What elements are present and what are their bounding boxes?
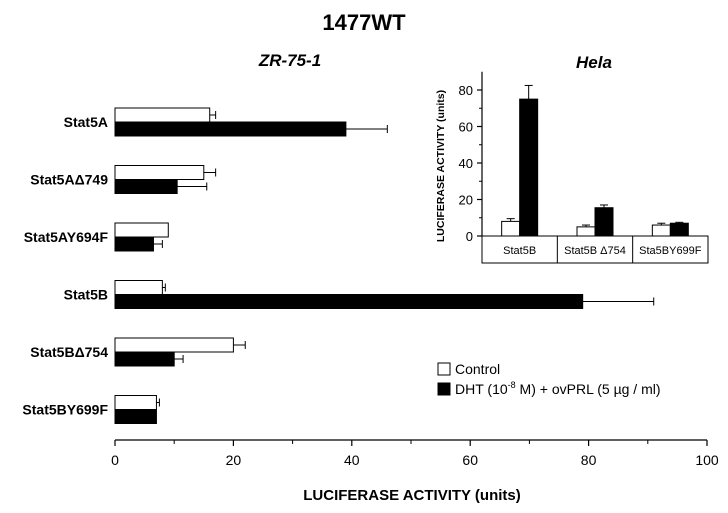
error-bar-control	[209, 111, 217, 119]
inset-chart: Hela LUCIFERASE ACTIVITY (units) 0 20 40 60…	[435, 53, 709, 264]
main-category-label: Stat5B	[64, 287, 108, 303]
error-bar-treated	[174, 355, 184, 363]
inset-bar-control	[651, 224, 671, 237]
inset-category-label: Sta5BY699F	[639, 245, 702, 257]
main-category-label: Stat5BΔ754	[30, 344, 108, 360]
error-bar-treated	[153, 240, 163, 248]
error-bar-control	[156, 398, 160, 407]
bar-treated	[114, 351, 175, 367]
inset-category-label: Stat5B Δ754	[564, 245, 626, 257]
main-x-tick-label: 20	[226, 452, 242, 468]
main-x-tick-label: 0	[111, 452, 119, 468]
main-category-labels: Stat5A Stat5AΔ749 Stat5AY694F Stat5B Stat5BΔ…	[22, 114, 108, 418]
error-bar-treated	[177, 182, 208, 191]
main-x-axis-label: LUCIFERASE ACTIVITY (units)	[303, 487, 521, 504]
inset-error-bar-treated	[600, 204, 608, 208]
main-x-tick-label: 100	[695, 452, 719, 468]
bar-control	[114, 165, 205, 180]
inset-bars	[501, 84, 689, 237]
inset-y-axis: 0 20 40 60 80 Stat5B Stat5B Δ754 Sta5BY699F	[459, 71, 709, 264]
main-category-label: Stat5AΔ749	[30, 172, 108, 188]
legend: Control DHT (10-8 M) + ovPRL (5 µg / ml)	[437, 361, 661, 397]
inset-bar-control	[501, 220, 521, 237]
bar-treated	[114, 409, 157, 424]
inset-category-label: Stat5B	[503, 245, 536, 257]
legend-treated-suffix: M) + ovPRL (5 µg / ml)	[516, 381, 661, 397]
inset-error-bar-treated	[524, 84, 533, 100]
main-chart-title: ZR-75-1	[258, 51, 321, 70]
main-category-label: Stat5AY694F	[24, 229, 109, 245]
error-bar-control	[162, 283, 166, 292]
bar-control	[114, 222, 169, 238]
inset-y-axis-label: LUCIFERASE ACTIVITY (units)	[435, 90, 447, 242]
inset-error-bar-control	[657, 222, 666, 226]
inset-bar-treated	[594, 207, 614, 237]
inset-error-bar-treated	[675, 221, 684, 224]
bar-treated	[114, 179, 178, 194]
main-x-tick-label: 60	[462, 452, 478, 468]
main-x-tick-label: 80	[581, 452, 597, 468]
bar-treated	[114, 236, 154, 252]
main-x-tick-label: 40	[344, 452, 360, 468]
inset-y-tick-label: 60	[459, 120, 473, 135]
bar-treated	[114, 121, 347, 137]
figure-title: 1477WT	[322, 10, 406, 35]
error-bar-treated	[345, 125, 388, 133]
main-bars	[114, 107, 655, 424]
error-bar-control	[233, 341, 246, 349]
main-x-axis: 0 20 40 60 80 100	[111, 439, 719, 468]
inset-y-tick-label: 80	[459, 83, 473, 98]
main-category-label: Stat5A	[64, 114, 108, 130]
legend-label-control: Control	[455, 361, 500, 377]
inset-y-tick-label: 0	[466, 229, 473, 244]
error-bar-control	[203, 168, 217, 177]
main-category-label: Stat5BY699F	[22, 402, 108, 418]
bar-control	[114, 395, 157, 410]
legend-swatch-control	[437, 362, 451, 376]
bar-control	[114, 107, 211, 123]
inset-category-box	[481, 235, 709, 264]
inset-error-bar-control	[582, 224, 590, 227]
inset-y-tick-label: 40	[459, 156, 473, 171]
inset-bar-control	[576, 226, 596, 237]
inset-error-bar-control	[506, 218, 515, 222]
legend-label-treated: DHT (10-8 M) + ovPRL (5 µg / ml)	[455, 380, 661, 397]
legend-treated-exponent: -8	[508, 380, 516, 390]
inset-y-tick-label: 20	[459, 193, 473, 208]
legend-swatch-treated	[437, 382, 451, 396]
inset-bar-treated	[669, 222, 689, 237]
bar-control	[114, 337, 234, 353]
error-bar-treated	[582, 297, 655, 306]
main-chart: ZR-75-1 LUCIFERASE ACTIVITY (units) 0 20 4…	[22, 51, 718, 504]
legend-treated-prefix: DHT (10	[455, 381, 508, 397]
bar-treated	[114, 294, 584, 309]
bar-control	[114, 280, 163, 295]
inset-bar-treated	[519, 98, 539, 237]
inset-chart-title: Hela	[576, 53, 612, 72]
